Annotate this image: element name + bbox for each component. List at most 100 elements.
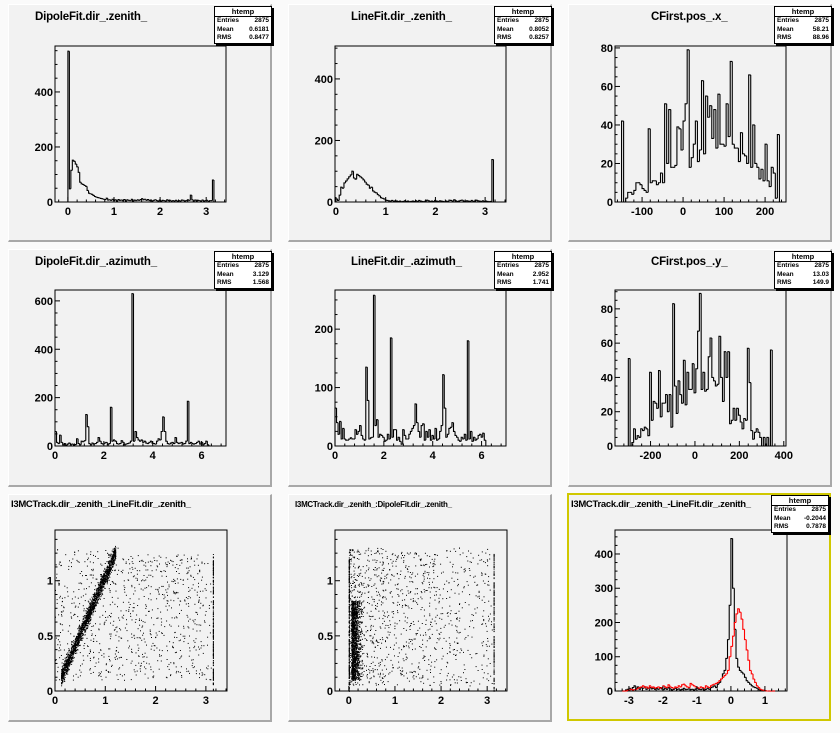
histogram-bin <box>376 192 378 193</box>
point <box>89 606 90 607</box>
point <box>200 591 201 592</box>
point <box>104 574 105 575</box>
histogram-bin <box>97 197 98 198</box>
point <box>170 662 171 663</box>
point <box>114 563 115 564</box>
point <box>98 582 99 583</box>
point <box>108 575 109 576</box>
point <box>100 584 101 585</box>
point <box>357 624 358 625</box>
x-tick-label: 6 <box>199 450 205 462</box>
point <box>114 552 115 553</box>
point <box>87 579 88 580</box>
point <box>359 632 360 633</box>
point <box>101 671 102 672</box>
histogram-bin <box>92 194 93 195</box>
point <box>159 656 160 657</box>
pad-title: CFirst.pos_.y_ <box>651 256 727 268</box>
point <box>167 600 168 601</box>
point <box>74 646 75 647</box>
point <box>98 599 99 600</box>
point <box>361 673 362 674</box>
point <box>99 643 100 644</box>
point <box>180 601 181 602</box>
point <box>104 598 105 599</box>
point <box>137 579 138 580</box>
point <box>195 612 196 613</box>
point <box>98 593 99 594</box>
point <box>167 677 168 678</box>
point <box>129 563 130 564</box>
point <box>109 659 110 660</box>
point <box>98 594 99 595</box>
point <box>205 622 206 623</box>
point <box>88 558 89 559</box>
point <box>358 634 359 635</box>
stats-label: Entries <box>217 262 239 271</box>
point <box>110 616 111 617</box>
point <box>213 600 214 601</box>
point <box>108 574 109 575</box>
pad-title: CFirst.pos_.x_ <box>651 11 727 23</box>
point <box>100 673 101 674</box>
point <box>95 595 96 596</box>
point <box>118 570 119 571</box>
point <box>87 623 88 624</box>
point <box>70 652 71 653</box>
stats-value: 2.952 <box>533 271 549 280</box>
point <box>145 608 146 609</box>
point <box>68 657 69 658</box>
point <box>157 560 158 561</box>
point <box>213 591 214 592</box>
point <box>78 635 79 636</box>
plot-frame <box>55 46 226 202</box>
point <box>355 642 356 643</box>
point <box>186 668 187 669</box>
x-tick-label: 6 <box>479 450 485 462</box>
point <box>80 635 81 636</box>
point <box>356 641 357 642</box>
point <box>124 674 125 675</box>
point <box>90 604 91 605</box>
point <box>109 648 110 649</box>
point <box>132 652 133 653</box>
point <box>105 582 106 583</box>
point <box>98 592 99 593</box>
point <box>170 560 171 561</box>
point <box>83 605 84 606</box>
point <box>104 584 105 585</box>
point <box>136 675 137 676</box>
point <box>199 673 200 674</box>
point <box>103 606 104 607</box>
point <box>71 566 72 567</box>
point <box>156 598 157 599</box>
point <box>353 632 354 633</box>
point <box>196 612 197 613</box>
point <box>180 560 181 561</box>
point <box>360 676 361 677</box>
point <box>152 609 153 610</box>
point <box>354 606 355 607</box>
point <box>187 561 188 562</box>
point <box>138 663 139 664</box>
point <box>87 617 88 618</box>
point <box>82 625 83 626</box>
point <box>148 554 149 555</box>
